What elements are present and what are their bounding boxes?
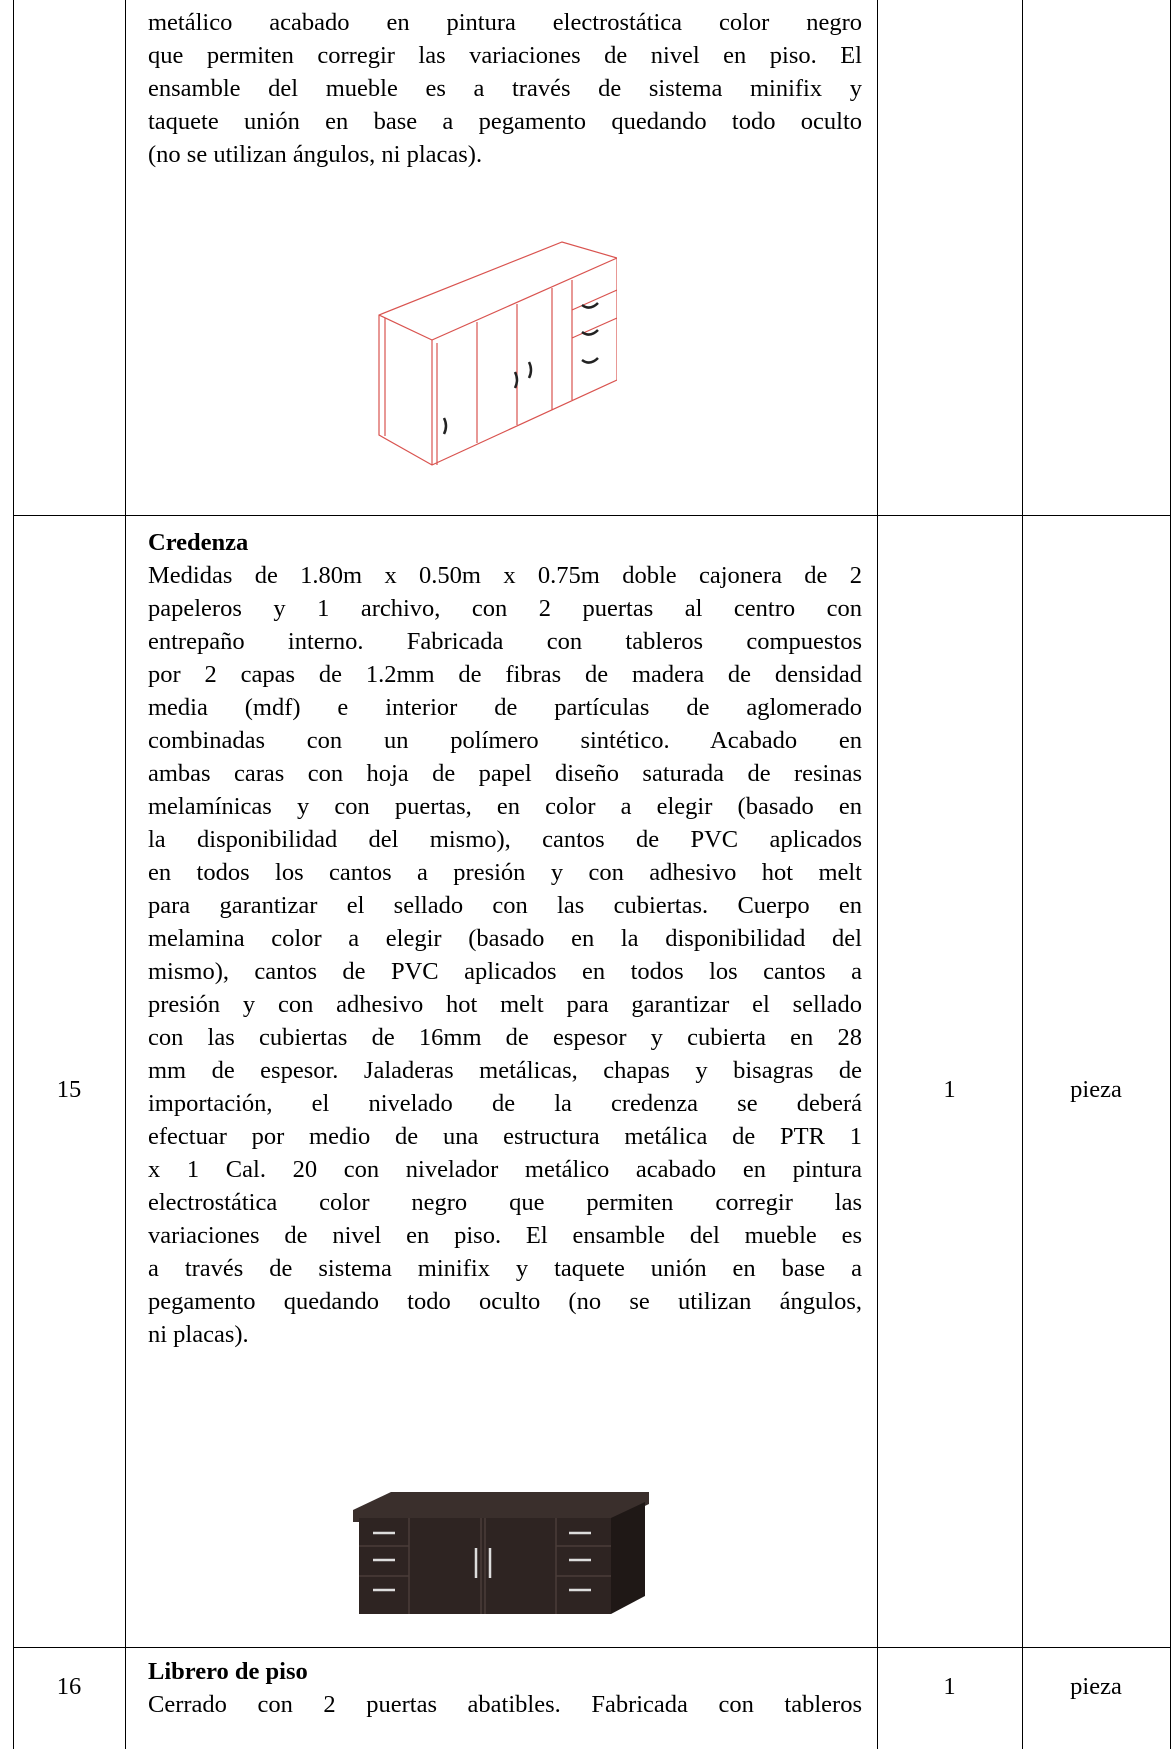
description-line: electrostática color negro que permiten … — [148, 1189, 862, 1216]
description-line: efectuar por medio de una estructura met… — [148, 1123, 862, 1150]
description-line: Cerrado con 2 puertas abatibles. Fabrica… — [148, 1691, 862, 1718]
table-border — [13, 1647, 1171, 1648]
description-line: ni placas). — [148, 1321, 249, 1348]
description-line: pegamento quedando todo oculto (no se ut… — [148, 1288, 862, 1315]
furniture-photo — [353, 1492, 649, 1614]
description-line: papeleros y 1 archivo, con 2 puertas al … — [148, 595, 862, 622]
item-quantity: 1 — [943, 1076, 956, 1103]
table-border — [13, 515, 1171, 516]
description-line: metálico acabado en pintura electrostáti… — [148, 9, 862, 36]
description-line: taquete unión en base a pegamento quedan… — [148, 108, 862, 135]
description-line: importación, el nivelado de la credenza … — [148, 1090, 862, 1117]
description-line: ambas caras con hoja de papel diseño sat… — [148, 760, 862, 787]
description-line: mismo), cantos de PVC aplicados en todos… — [148, 958, 862, 985]
item-title: Credenza — [148, 529, 249, 556]
description-line: la disponibilidad del mismo), cantos de … — [148, 826, 862, 853]
description-line: con las cubiertas de 16mm de espesor y c… — [148, 1024, 862, 1051]
description-line: (no se utilizan ángulos, ni placas). — [148, 141, 483, 168]
item-number: 16 — [56, 1673, 82, 1700]
description-line: presión y con adhesivo hot melt para gar… — [148, 991, 862, 1018]
description-line: media (mdf) e interior de partículas de … — [148, 694, 862, 721]
furniture-sketch — [378, 241, 617, 466]
description-line: a través de sistema minifix y taquete un… — [148, 1255, 862, 1282]
table-border — [13, 0, 14, 1749]
table-border — [877, 0, 878, 1749]
description-line: combinadas con un polímero sintético. Ac… — [148, 727, 862, 754]
description-line: x 1 Cal. 20 con nivelador metálico acaba… — [148, 1156, 862, 1183]
item-title: Librero de piso — [148, 1658, 308, 1685]
description-line: melamínicas y con puertas, en color a el… — [148, 793, 862, 820]
description-line: que permiten corregir las variaciones de… — [148, 42, 862, 69]
description-line: melamina color a elegir (basado en la di… — [148, 925, 862, 952]
description-line: mm de espesor. Jaladeras metálicas, chap… — [148, 1057, 862, 1084]
table-border — [125, 0, 126, 1749]
table-border — [1022, 0, 1023, 1749]
table-border — [1170, 0, 1171, 1749]
item-unit: pieza — [1070, 1076, 1122, 1103]
description-line: por 2 capas de 1.2mm de fibras de madera… — [148, 661, 862, 688]
description-line: en todos los cantos a presión y con adhe… — [148, 859, 862, 886]
item-number: 15 — [56, 1076, 82, 1103]
description-line: Medidas de 1.80m x 0.50m x 0.75m doble c… — [148, 562, 862, 589]
description-line: ensamble del mueble es a través de siste… — [148, 75, 862, 102]
description-line: variaciones de nivel en piso. El ensambl… — [148, 1222, 862, 1249]
item-unit: pieza — [1070, 1673, 1122, 1700]
description-line: entrepaño interno. Fabricada con tablero… — [148, 628, 862, 655]
description-line: para garantizar el sellado con las cubie… — [148, 892, 862, 919]
item-quantity: 1 — [943, 1673, 956, 1700]
